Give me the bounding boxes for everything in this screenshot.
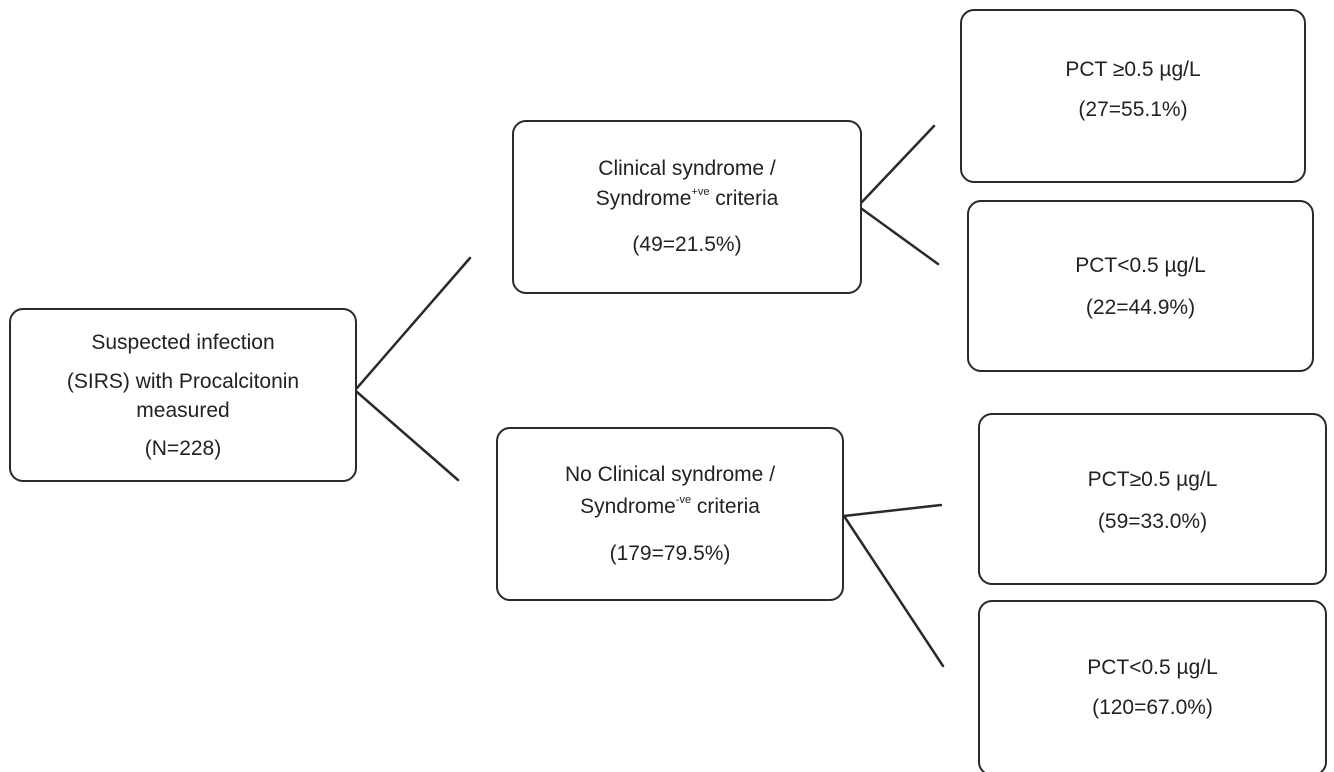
root-line-1: Suspected infection bbox=[91, 331, 275, 354]
connector-positive-to-high bbox=[860, 124, 936, 204]
negative-line-2: Syndrome-ve criteria bbox=[498, 494, 842, 520]
positive-low-count: (22=44.9%) bbox=[1085, 296, 1196, 319]
positive-line-2: Syndrome+ve criteria bbox=[514, 186, 860, 212]
negative-low-count: (120=67.0%) bbox=[1092, 696, 1213, 719]
negative-line-1: No Clinical syndrome / bbox=[564, 463, 776, 486]
root-box: Suspected infection (SIRS) with Procalci… bbox=[9, 308, 357, 482]
positive-high-label: PCT ≥0.5 µg/L bbox=[1065, 58, 1201, 81]
positive-line-1: Clinical syndrome / bbox=[598, 157, 776, 180]
negative-high-label: PCT≥0.5 µg/L bbox=[1087, 468, 1218, 491]
positive-syndrome-box: Clinical syndrome / Syndrome+ve criteria… bbox=[512, 120, 862, 294]
negative-high-count: (59=33.0%) bbox=[1097, 510, 1208, 533]
positive-superscript: +ve bbox=[691, 186, 710, 198]
positive-count: (49=21.5%) bbox=[632, 233, 742, 256]
connector-negative-to-low bbox=[842, 514, 945, 668]
negative-criteria-word: criteria bbox=[691, 495, 760, 518]
positive-pct-high-box: PCT ≥0.5 µg/L (27=55.1%) bbox=[960, 9, 1306, 183]
negative-count: (179=79.5%) bbox=[609, 542, 731, 565]
connector-negative-to-high bbox=[842, 503, 943, 518]
positive-criteria-word: criteria bbox=[709, 187, 779, 210]
negative-low-label: PCT<0.5 µg/L bbox=[1087, 656, 1218, 679]
root-line-4: (N=228) bbox=[144, 437, 222, 460]
negative-syndrome-word: Syndrome bbox=[580, 495, 676, 518]
positive-high-count: (27=55.1%) bbox=[1078, 98, 1188, 121]
root-line-3: measured bbox=[136, 399, 230, 422]
connector-root-to-negative bbox=[355, 390, 460, 482]
positive-syndrome-word: Syndrome bbox=[595, 187, 692, 210]
positive-pct-low-box: PCT<0.5 µg/L (22=44.9%) bbox=[967, 200, 1314, 372]
connector-positive-to-low bbox=[860, 207, 940, 266]
negative-pct-low-box: PCT<0.5 µg/L (120=67.0%) bbox=[978, 600, 1327, 772]
negative-syndrome-box: No Clinical syndrome / Syndrome-ve crite… bbox=[496, 427, 844, 601]
negative-pct-high-box: PCT≥0.5 µg/L (59=33.0%) bbox=[978, 413, 1327, 585]
root-line-2: (SIRS) with Procalcitonin bbox=[66, 370, 300, 393]
negative-superscript: -ve bbox=[675, 494, 692, 506]
connector-root-to-positive bbox=[355, 256, 472, 390]
positive-low-label: PCT<0.5 µg/L bbox=[1075, 254, 1206, 277]
